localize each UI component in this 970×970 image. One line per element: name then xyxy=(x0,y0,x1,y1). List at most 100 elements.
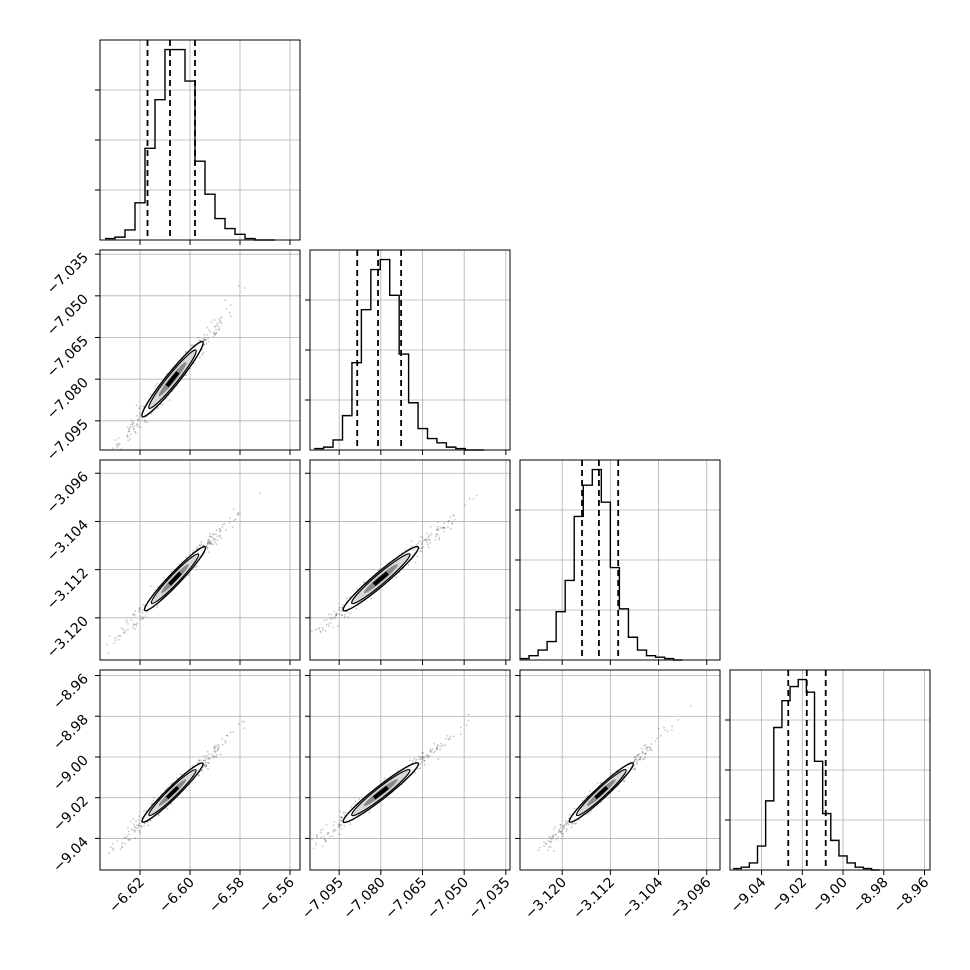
panel-frame xyxy=(309,459,511,661)
sample-point xyxy=(128,428,131,431)
sample-point xyxy=(216,322,219,325)
panel-frame xyxy=(309,669,511,871)
sample-point xyxy=(134,830,136,833)
sample-point xyxy=(657,728,660,730)
sample-point xyxy=(139,615,142,618)
sample-point xyxy=(362,581,365,584)
sample-point xyxy=(198,759,201,762)
x-tick-label: −6.60 xyxy=(156,875,198,917)
sample-point xyxy=(98,659,100,661)
sample-point xyxy=(214,749,217,752)
sample-point xyxy=(419,540,422,543)
sample-point xyxy=(644,752,647,755)
sample-point xyxy=(218,528,221,530)
sample-point xyxy=(429,542,432,544)
sample-point xyxy=(200,541,203,543)
sample-point xyxy=(447,526,449,529)
sample-point xyxy=(649,746,651,749)
sample-point xyxy=(206,546,208,548)
sample-point xyxy=(236,514,239,516)
sample-point xyxy=(444,744,446,747)
sample-point xyxy=(132,421,135,424)
sample-point xyxy=(565,830,568,832)
sample-point xyxy=(224,740,227,742)
sample-point xyxy=(342,604,344,606)
sample-point xyxy=(215,756,218,758)
sample-point xyxy=(453,519,456,521)
sample-point xyxy=(558,829,561,832)
sample-point xyxy=(330,613,333,616)
sample-point xyxy=(119,635,122,638)
sample-point xyxy=(335,614,338,616)
sample-point xyxy=(559,830,562,833)
sample-point xyxy=(547,840,549,842)
sample-point xyxy=(566,820,569,823)
sample-point xyxy=(127,827,129,829)
sample-point xyxy=(562,825,564,828)
sample-point xyxy=(127,838,130,841)
sample-point xyxy=(216,750,219,752)
sample-point xyxy=(550,838,553,841)
sample-point xyxy=(432,751,435,754)
sample-point xyxy=(138,607,141,610)
sample-point xyxy=(355,608,358,610)
sample-point xyxy=(581,799,584,802)
sample-point xyxy=(348,612,351,615)
sample-point xyxy=(214,333,217,336)
sample-point xyxy=(641,750,644,753)
sample-point xyxy=(198,774,200,777)
sample-point xyxy=(340,824,343,826)
sample-point xyxy=(132,428,135,430)
x-tick-label: −6.56 xyxy=(256,874,298,916)
sample-point xyxy=(642,751,645,754)
sample-point xyxy=(201,354,204,356)
sample-point xyxy=(570,826,573,829)
sample-point xyxy=(438,538,441,541)
sample-point xyxy=(137,824,140,827)
sample-point xyxy=(562,835,565,837)
sample-point xyxy=(185,350,187,353)
sample-point xyxy=(328,625,330,627)
sample-point xyxy=(221,737,224,740)
sample-point xyxy=(204,765,207,768)
sample-point xyxy=(421,536,424,539)
sample-point xyxy=(215,754,218,756)
sample-point xyxy=(217,744,220,746)
sample-point xyxy=(563,824,566,827)
sample-point xyxy=(301,855,303,857)
sample-point xyxy=(553,850,555,853)
sample-point xyxy=(443,522,446,525)
x-tick-label: −3.120 xyxy=(522,875,570,923)
sample-point xyxy=(116,444,118,447)
sample-point xyxy=(206,326,209,329)
sample-point xyxy=(559,826,562,829)
sample-point xyxy=(449,736,452,739)
sample-point xyxy=(553,828,555,831)
sample-point xyxy=(216,324,219,327)
y-tick-label: −3.112 xyxy=(44,565,92,613)
sample-point xyxy=(215,332,218,335)
sample-point xyxy=(560,831,562,833)
sample-point xyxy=(199,545,202,547)
sample-point xyxy=(370,597,373,600)
panel-frame xyxy=(99,249,301,451)
sample-point xyxy=(123,836,126,839)
sample-point xyxy=(623,779,626,782)
sample-point xyxy=(207,757,210,760)
sample-point xyxy=(342,811,345,814)
sample-point xyxy=(131,613,134,616)
sample-point xyxy=(421,541,423,544)
x-tick-label: −3.104 xyxy=(618,874,666,922)
sample-point xyxy=(122,631,125,634)
sample-point xyxy=(429,526,432,528)
sample-point xyxy=(132,626,135,629)
sample-point xyxy=(268,666,270,668)
sample-point xyxy=(136,423,139,425)
contour-line-inner xyxy=(148,769,197,817)
sample-point xyxy=(129,820,132,823)
sample-point xyxy=(139,606,142,609)
sample-point xyxy=(197,774,200,776)
sample-point xyxy=(146,610,148,613)
sample-point xyxy=(113,637,116,639)
sample-point xyxy=(219,317,222,319)
